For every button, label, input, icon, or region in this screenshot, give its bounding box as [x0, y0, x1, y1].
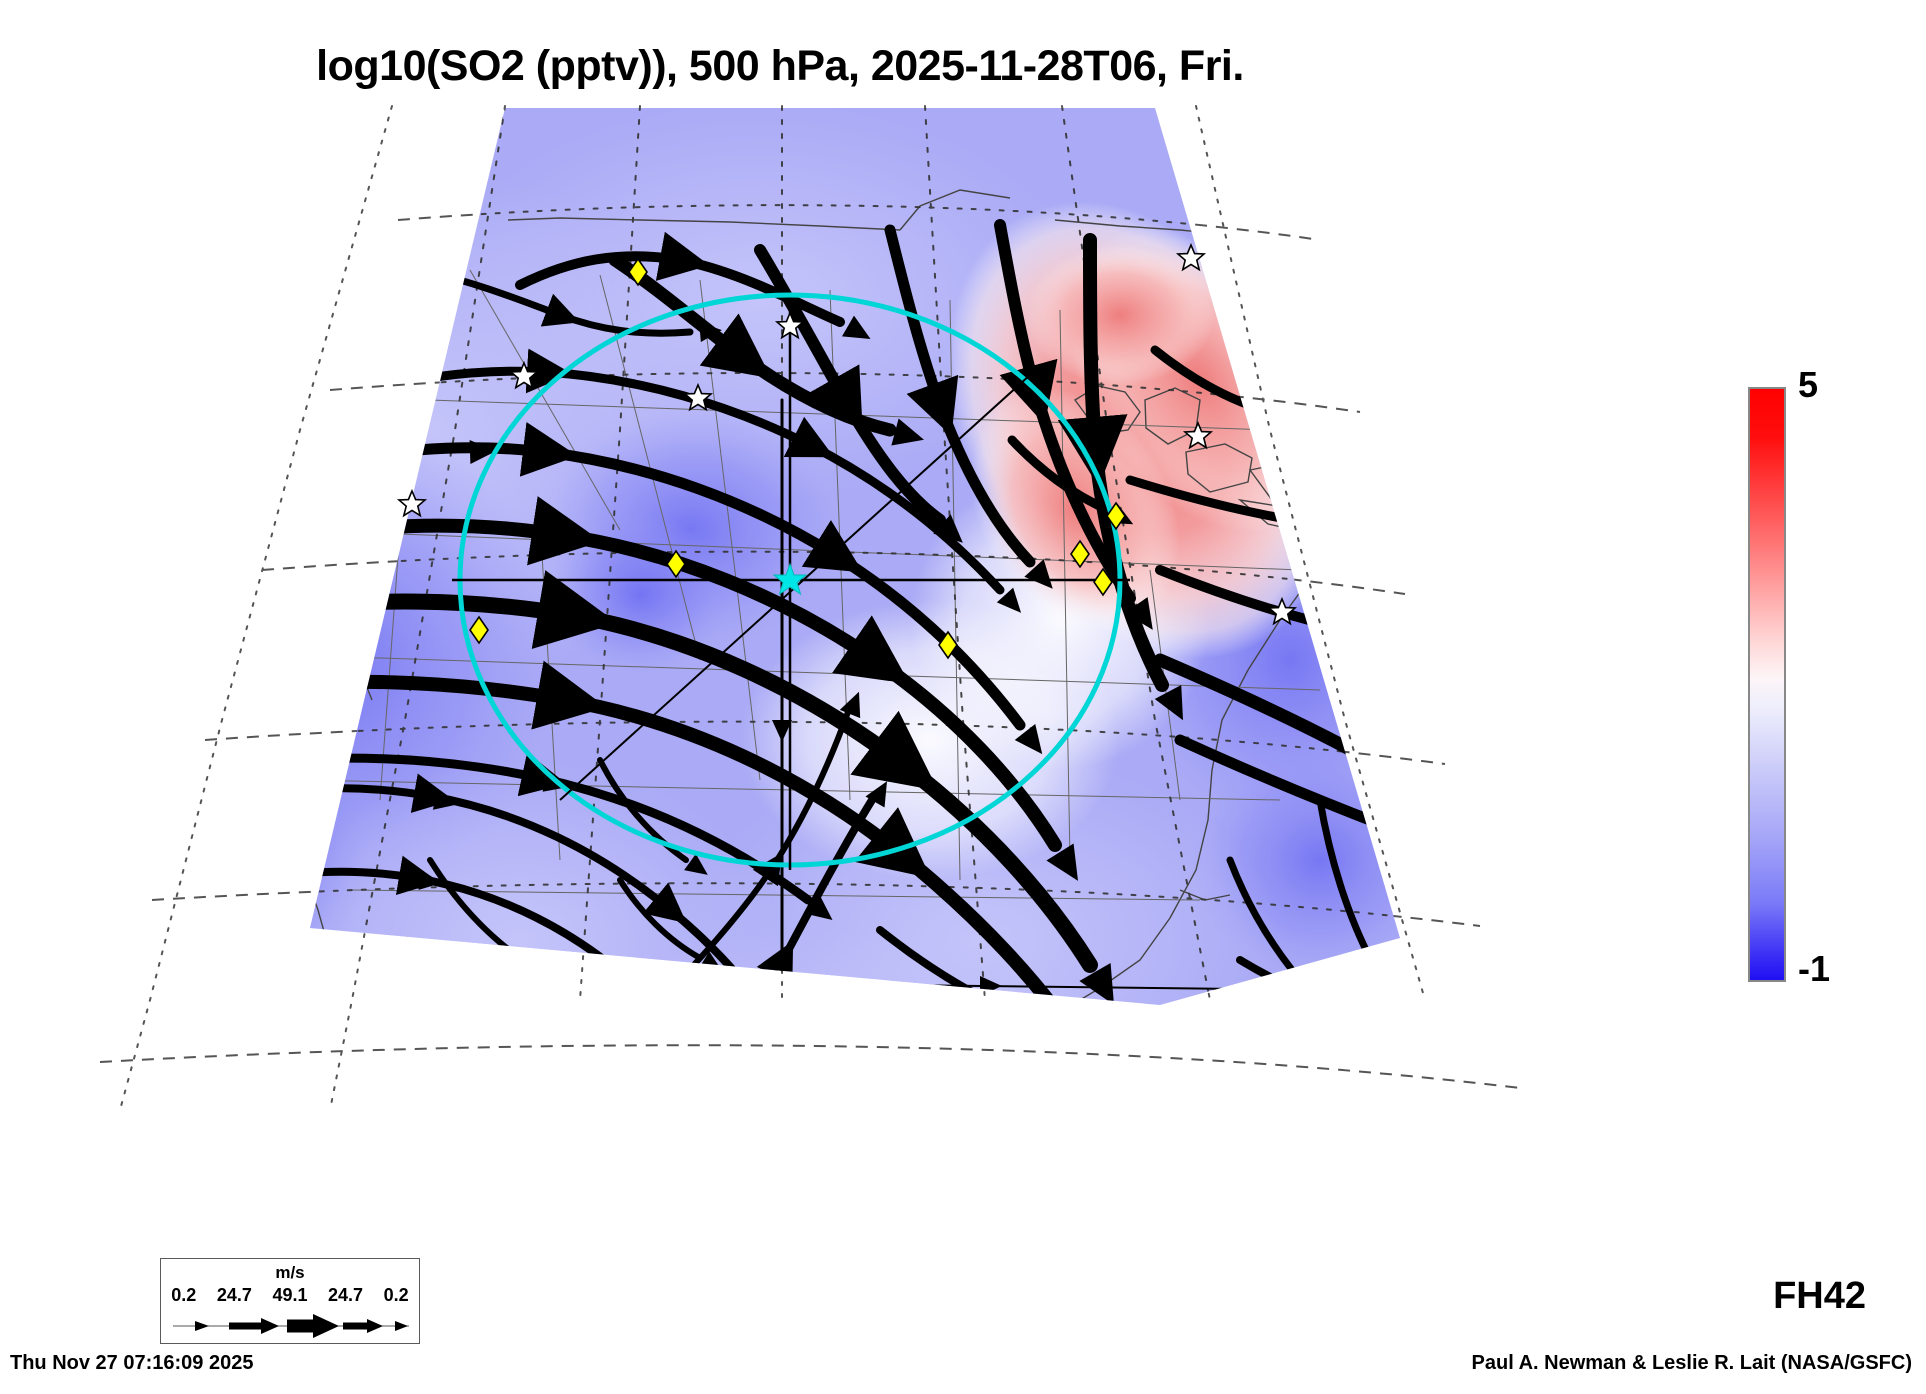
site-markers — [396, 242, 1298, 660]
page-title: log10(SO2 (pptv)), 500 hPa, 2025-11-28T0… — [316, 42, 1244, 90]
wind-unit-label: m/s — [275, 1263, 305, 1282]
wind-tick-0: 0.2 — [171, 1285, 197, 1305]
white-star-marker — [396, 242, 1298, 626]
generation-timestamp: Thu Nov 27 07:16:09 2025 — [10, 1352, 254, 1374]
wind-tick-4: 0.2 — [383, 1285, 409, 1305]
wind-tick-1: 24.7 — [216, 1285, 252, 1305]
map-svg — [99, 105, 1521, 1111]
map-plot — [0, 100, 1560, 1230]
center-star-marker — [772, 562, 808, 596]
forecast-hour-label: FH42 — [1773, 1275, 1866, 1317]
wind-scale-legend: m/s 0.2 24.7 49.1 24.7 0.2 — [160, 1258, 420, 1344]
colorbar-min-label: -1 — [1798, 948, 1831, 989]
so2-field — [310, 108, 1400, 1005]
colorbar: 5 -1 — [1742, 364, 1922, 1000]
wind-tick-labels: 0.2 24.7 49.1 24.7 0.2 — [161, 1285, 419, 1306]
wind-tick-3: 24.7 — [328, 1285, 364, 1305]
yellow-diamond-marker — [469, 257, 1126, 660]
colorbar-gradient — [1748, 387, 1786, 982]
colorbar-max-label: 5 — [1798, 364, 1819, 405]
author-credit: Paul A. Newman & Leslie R. Lait (NASA/GS… — [1471, 1352, 1912, 1374]
wind-tick-2: 49.1 — [272, 1285, 308, 1305]
wind-scale-arrows — [173, 1314, 409, 1338]
